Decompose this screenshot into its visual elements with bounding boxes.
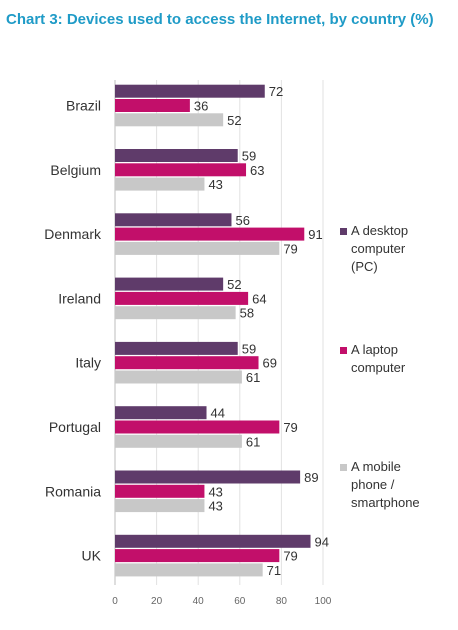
category-label: Ireland [58, 290, 101, 306]
category-label: Brazil [66, 98, 101, 114]
data-label: 61 [246, 370, 260, 385]
data-label: 36 [194, 99, 208, 114]
bar [115, 177, 205, 191]
bar [115, 291, 249, 305]
data-label: 44 [211, 406, 225, 421]
x-tick-label: 60 [234, 596, 246, 607]
bar [115, 406, 207, 420]
bar [115, 306, 236, 320]
bar [115, 241, 280, 255]
category-label: Portugal [49, 419, 101, 435]
bar [115, 213, 232, 227]
data-label: 72 [269, 84, 283, 99]
bar [115, 149, 238, 162]
legend-swatch [340, 228, 347, 235]
category-label: UK [82, 548, 102, 564]
bar [115, 356, 259, 370]
category-label: Romania [45, 483, 101, 499]
data-label: 56 [235, 213, 249, 228]
data-label: 43 [208, 177, 222, 192]
data-label: 69 [263, 356, 277, 371]
data-label: 43 [208, 499, 222, 514]
data-label: 43 [208, 484, 222, 499]
data-label: 58 [240, 306, 254, 321]
x-tick-label: 20 [151, 596, 163, 607]
bar [115, 549, 280, 563]
bar [115, 227, 305, 241]
data-label: 94 [315, 534, 329, 549]
bar [115, 434, 242, 448]
legend-label: A laptop computer [351, 342, 406, 375]
data-label: 59 [242, 149, 256, 164]
legend-swatch [340, 347, 347, 354]
bar [115, 470, 301, 484]
x-tick-label: 40 [193, 596, 205, 607]
category-label: Denmark [44, 226, 102, 242]
bar [115, 499, 205, 513]
bar [115, 534, 311, 548]
bar [115, 113, 224, 127]
legend-label: A mobile phone / smartphone [351, 459, 420, 510]
data-label: 79 [283, 420, 297, 435]
data-label: 79 [283, 549, 297, 564]
x-tick-label: 100 [315, 596, 332, 607]
x-tick-label: 0 [112, 596, 118, 607]
category-label: Italy [75, 355, 101, 371]
data-label: 89 [304, 470, 318, 485]
data-label: 59 [242, 341, 256, 356]
legend-label: A desktop computer (PC) [351, 223, 409, 274]
data-label: 64 [252, 291, 266, 306]
bar [115, 99, 190, 112]
chart-title: Chart 3: Devices used to access the Inte… [6, 11, 434, 28]
legend-swatch [340, 464, 347, 471]
data-label: 79 [283, 241, 297, 256]
category-label: Belgium [50, 162, 101, 178]
bar [115, 163, 247, 177]
data-label: 91 [308, 227, 322, 242]
bar [115, 277, 224, 291]
x-tick-label: 80 [276, 596, 288, 607]
data-label: 63 [250, 163, 264, 178]
bar [115, 84, 265, 98]
bar [115, 484, 205, 498]
bar [115, 341, 238, 355]
data-label: 52 [227, 277, 241, 292]
bar [115, 563, 263, 577]
data-label: 71 [267, 563, 281, 578]
bar [115, 420, 280, 434]
bar [115, 370, 242, 384]
data-label: 52 [227, 113, 241, 128]
data-label: 61 [246, 434, 260, 449]
